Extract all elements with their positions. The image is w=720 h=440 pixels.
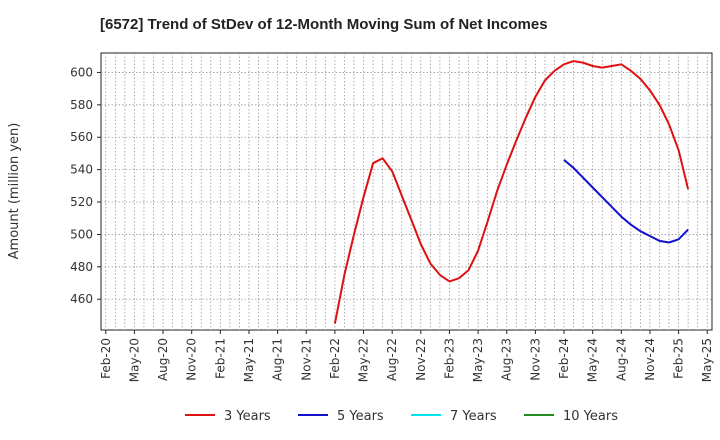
y-tick-label: 540 [70, 163, 93, 177]
plot-frame [100, 52, 713, 331]
legend-label-3-years: 3 Years [224, 409, 271, 424]
legend-label-10-years: 10 Years [563, 409, 618, 424]
x-tick-label: Feb-21 [213, 338, 227, 379]
series-line-3-years [333, 60, 690, 324]
legend: 3 Years 5 Years 7 Years 10 Years [185, 409, 618, 424]
x-tick-label: Aug-21 [271, 338, 285, 381]
y-tick-label: 460 [70, 292, 93, 306]
y-tick-label: 580 [70, 98, 93, 112]
x-tick-label: Nov-24 [643, 338, 657, 381]
y-tick-label: 600 [70, 65, 93, 79]
x-tick-label: Aug-24 [614, 338, 628, 381]
x-tick-label: Feb-20 [99, 338, 113, 379]
y-tick-label: 480 [70, 260, 93, 274]
x-tick-label: Aug-23 [500, 338, 514, 381]
legend-label-5-years: 5 Years [337, 409, 384, 424]
grid [101, 53, 712, 330]
x-tick-label: May-20 [127, 338, 141, 382]
x-tick-label: May-22 [357, 338, 371, 382]
legend-label-7-years: 7 Years [450, 409, 497, 424]
x-tick-label: Aug-20 [156, 338, 170, 381]
x-tick-label: May-21 [242, 338, 256, 382]
y-axis-label: Amount (million yen) [7, 123, 22, 260]
x-tick-label: Nov-22 [414, 338, 428, 381]
x-tick-label: May-24 [586, 338, 600, 382]
x-tick-label: Feb-23 [442, 338, 456, 379]
plot-area [100, 52, 713, 331]
x-tick-label: Feb-25 [672, 338, 686, 379]
x-tick-label: Aug-22 [385, 338, 399, 381]
series-layer [333, 60, 690, 324]
x-tick-label: May-25 [700, 338, 714, 382]
series-line-5-years [563, 159, 689, 244]
y-axis: 460 480 500 520 540 560 580 600 [70, 65, 101, 306]
y-tick-label: 560 [70, 130, 93, 144]
chart-title: [6572] Trend of StDev of 12-Month Moving… [100, 16, 548, 33]
x-tick-label: Feb-24 [557, 338, 571, 379]
x-tick-label: May-23 [471, 338, 485, 382]
x-tick-label: Nov-21 [299, 338, 313, 381]
x-tick-label: Nov-23 [528, 338, 542, 381]
x-tick-label: Nov-20 [185, 338, 199, 381]
x-tick-label: Feb-22 [328, 338, 342, 379]
y-tick-label: 520 [70, 195, 93, 209]
x-axis: Feb-20 May-20 Aug-20 Nov-20 Feb-21 May-21 Aug-… [99, 330, 714, 382]
y-tick-label: 500 [70, 227, 93, 241]
